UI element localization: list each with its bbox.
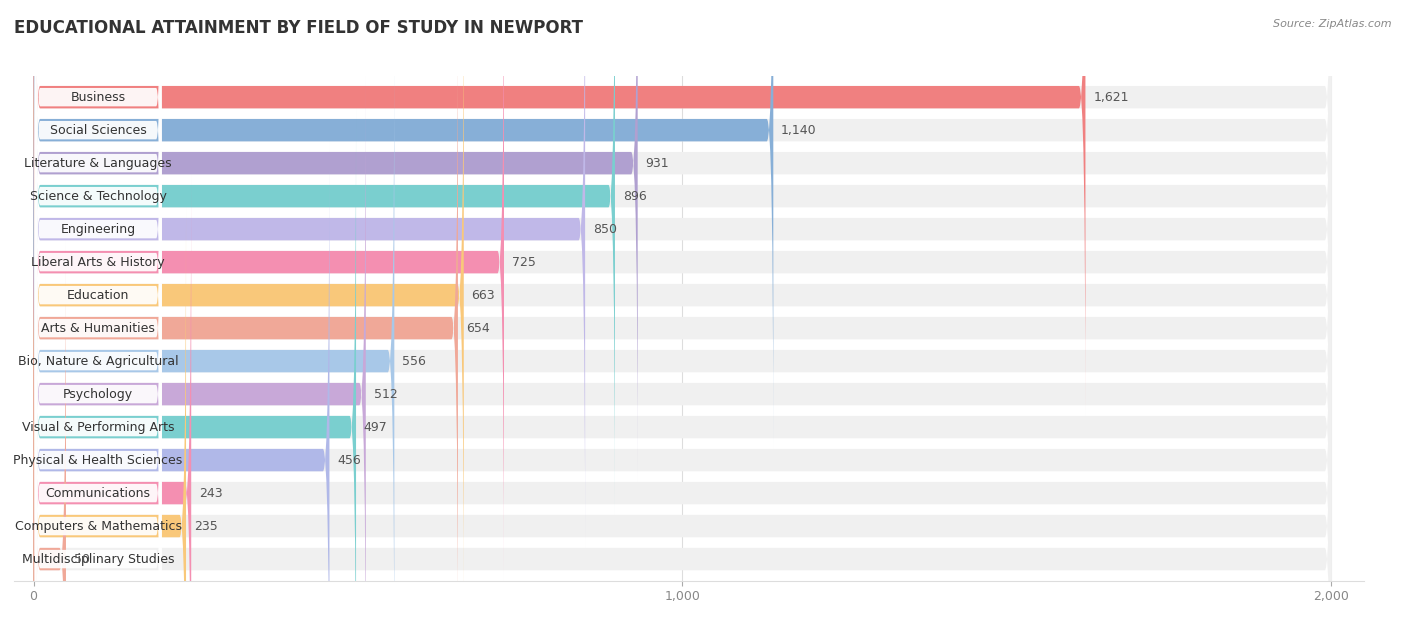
Text: Physical & Health Sciences: Physical & Health Sciences	[14, 454, 183, 466]
FancyBboxPatch shape	[34, 0, 638, 482]
FancyBboxPatch shape	[35, 8, 162, 517]
FancyBboxPatch shape	[34, 0, 773, 449]
FancyBboxPatch shape	[34, 0, 1085, 416]
FancyBboxPatch shape	[35, 139, 162, 631]
FancyBboxPatch shape	[34, 9, 458, 631]
Text: Computers & Mathematics: Computers & Mathematics	[14, 519, 181, 533]
FancyBboxPatch shape	[34, 240, 66, 631]
FancyBboxPatch shape	[35, 0, 162, 451]
FancyBboxPatch shape	[34, 0, 1331, 548]
FancyBboxPatch shape	[35, 271, 162, 631]
Text: 896: 896	[623, 190, 647, 203]
FancyBboxPatch shape	[34, 208, 186, 631]
Text: 1,621: 1,621	[1094, 91, 1129, 103]
FancyBboxPatch shape	[34, 174, 191, 631]
Text: 654: 654	[465, 322, 489, 334]
Text: Liberal Arts & History: Liberal Arts & History	[31, 256, 165, 269]
FancyBboxPatch shape	[35, 107, 162, 616]
Text: 456: 456	[337, 454, 361, 466]
Text: Social Sciences: Social Sciences	[49, 124, 146, 137]
FancyBboxPatch shape	[34, 0, 503, 581]
FancyBboxPatch shape	[34, 0, 1331, 614]
FancyBboxPatch shape	[34, 174, 1331, 631]
Text: 235: 235	[194, 519, 218, 533]
FancyBboxPatch shape	[35, 172, 162, 631]
FancyBboxPatch shape	[34, 0, 614, 515]
FancyBboxPatch shape	[34, 141, 1331, 631]
FancyBboxPatch shape	[35, 40, 162, 550]
FancyBboxPatch shape	[34, 0, 1331, 449]
FancyBboxPatch shape	[34, 0, 1331, 416]
Text: 50: 50	[73, 553, 90, 565]
Text: Visual & Performing Arts: Visual & Performing Arts	[22, 421, 174, 433]
Text: Engineering: Engineering	[60, 223, 135, 235]
FancyBboxPatch shape	[34, 0, 464, 614]
FancyBboxPatch shape	[34, 42, 394, 631]
FancyBboxPatch shape	[34, 75, 366, 631]
FancyBboxPatch shape	[34, 109, 356, 631]
FancyBboxPatch shape	[35, 304, 162, 631]
FancyBboxPatch shape	[34, 240, 1331, 631]
Text: Multidisciplinary Studies: Multidisciplinary Studies	[22, 553, 174, 565]
FancyBboxPatch shape	[34, 0, 1331, 482]
FancyBboxPatch shape	[34, 0, 1331, 515]
Text: 243: 243	[200, 487, 222, 500]
FancyBboxPatch shape	[35, 73, 162, 583]
Text: EDUCATIONAL ATTAINMENT BY FIELD OF STUDY IN NEWPORT: EDUCATIONAL ATTAINMENT BY FIELD OF STUDY…	[14, 19, 583, 37]
Text: Literature & Languages: Literature & Languages	[24, 156, 172, 170]
FancyBboxPatch shape	[34, 0, 585, 548]
FancyBboxPatch shape	[34, 9, 1331, 631]
FancyBboxPatch shape	[35, 0, 162, 385]
FancyBboxPatch shape	[35, 0, 162, 418]
Text: Science & Technology: Science & Technology	[30, 190, 166, 203]
Text: 1,140: 1,140	[782, 124, 817, 137]
Text: 850: 850	[593, 223, 617, 235]
Text: Education: Education	[67, 288, 129, 302]
FancyBboxPatch shape	[34, 42, 1331, 631]
FancyBboxPatch shape	[34, 109, 1331, 631]
FancyBboxPatch shape	[35, 0, 162, 352]
Text: 931: 931	[645, 156, 669, 170]
FancyBboxPatch shape	[35, 239, 162, 631]
FancyBboxPatch shape	[35, 205, 162, 631]
Text: Psychology: Psychology	[63, 387, 134, 401]
Text: 725: 725	[512, 256, 536, 269]
FancyBboxPatch shape	[34, 208, 1331, 631]
Text: Source: ZipAtlas.com: Source: ZipAtlas.com	[1274, 19, 1392, 29]
FancyBboxPatch shape	[34, 75, 1331, 631]
FancyBboxPatch shape	[34, 141, 329, 631]
Text: Communications: Communications	[45, 487, 150, 500]
Text: Business: Business	[70, 91, 125, 103]
FancyBboxPatch shape	[34, 0, 1331, 581]
Text: 512: 512	[374, 387, 398, 401]
Text: 663: 663	[471, 288, 495, 302]
Text: 497: 497	[364, 421, 388, 433]
Text: Bio, Nature & Agricultural: Bio, Nature & Agricultural	[18, 355, 179, 368]
Text: Arts & Humanities: Arts & Humanities	[41, 322, 155, 334]
FancyBboxPatch shape	[35, 0, 162, 484]
Text: 556: 556	[402, 355, 426, 368]
